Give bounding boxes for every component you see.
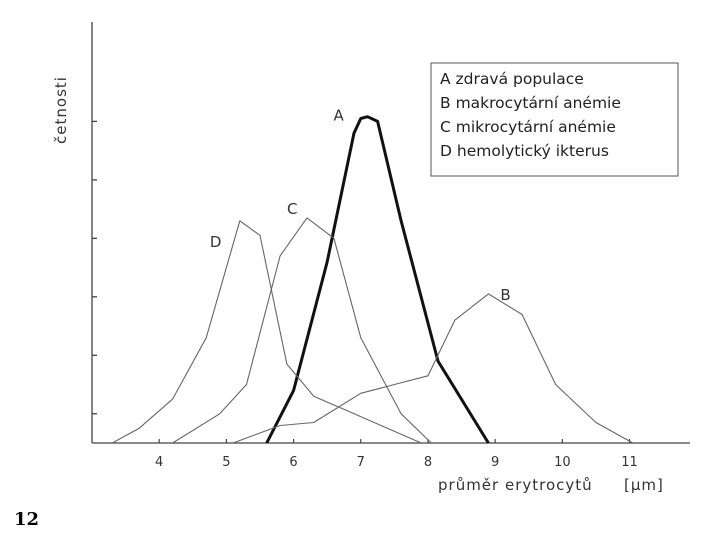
x-axis-unit: [μm] <box>624 476 664 494</box>
x-tick-label-7: 7 <box>357 455 365 470</box>
series-line-b <box>232 293 634 444</box>
legend-entry-b: B makrocytární anémie <box>440 94 621 112</box>
y-axis-title: četnosti <box>52 76 70 144</box>
series-label-d: D <box>210 233 222 251</box>
legend-entry-d: D hemolytický ikterus <box>440 142 609 160</box>
x-tick-label-5: 5 <box>222 455 230 470</box>
series-line-a <box>265 115 490 444</box>
legend-entry-c: C mikrocytární anémie <box>440 118 616 136</box>
series-label-b: B <box>500 286 510 304</box>
legend-entry-a: A zdravá populace <box>440 70 584 88</box>
x-axis-title: průměr erytrocytů <box>438 476 593 494</box>
x-tick-label-10: 10 <box>554 455 571 470</box>
x-tick-label-9: 9 <box>491 455 499 470</box>
series-labels: A B C D <box>210 107 511 304</box>
x-tick-label-11: 11 <box>621 455 638 470</box>
x-tick-label-8: 8 <box>424 455 432 470</box>
series-label-c: C <box>287 200 297 218</box>
page-number: 12 <box>14 509 40 530</box>
legend-box <box>430 62 679 177</box>
legend: A zdravá populace B makrocytární anémie … <box>430 62 679 177</box>
series-lines <box>111 115 634 444</box>
y-tick-marks <box>92 120 97 415</box>
series-line-c <box>172 217 432 444</box>
series-label-a: A <box>333 107 344 125</box>
x-tick-label-6: 6 <box>289 455 297 470</box>
x-tick-labels: 4 5 6 7 8 9 10 11 <box>155 455 638 470</box>
x-tick-label-4: 4 <box>155 455 163 470</box>
series-line-d <box>111 220 422 444</box>
